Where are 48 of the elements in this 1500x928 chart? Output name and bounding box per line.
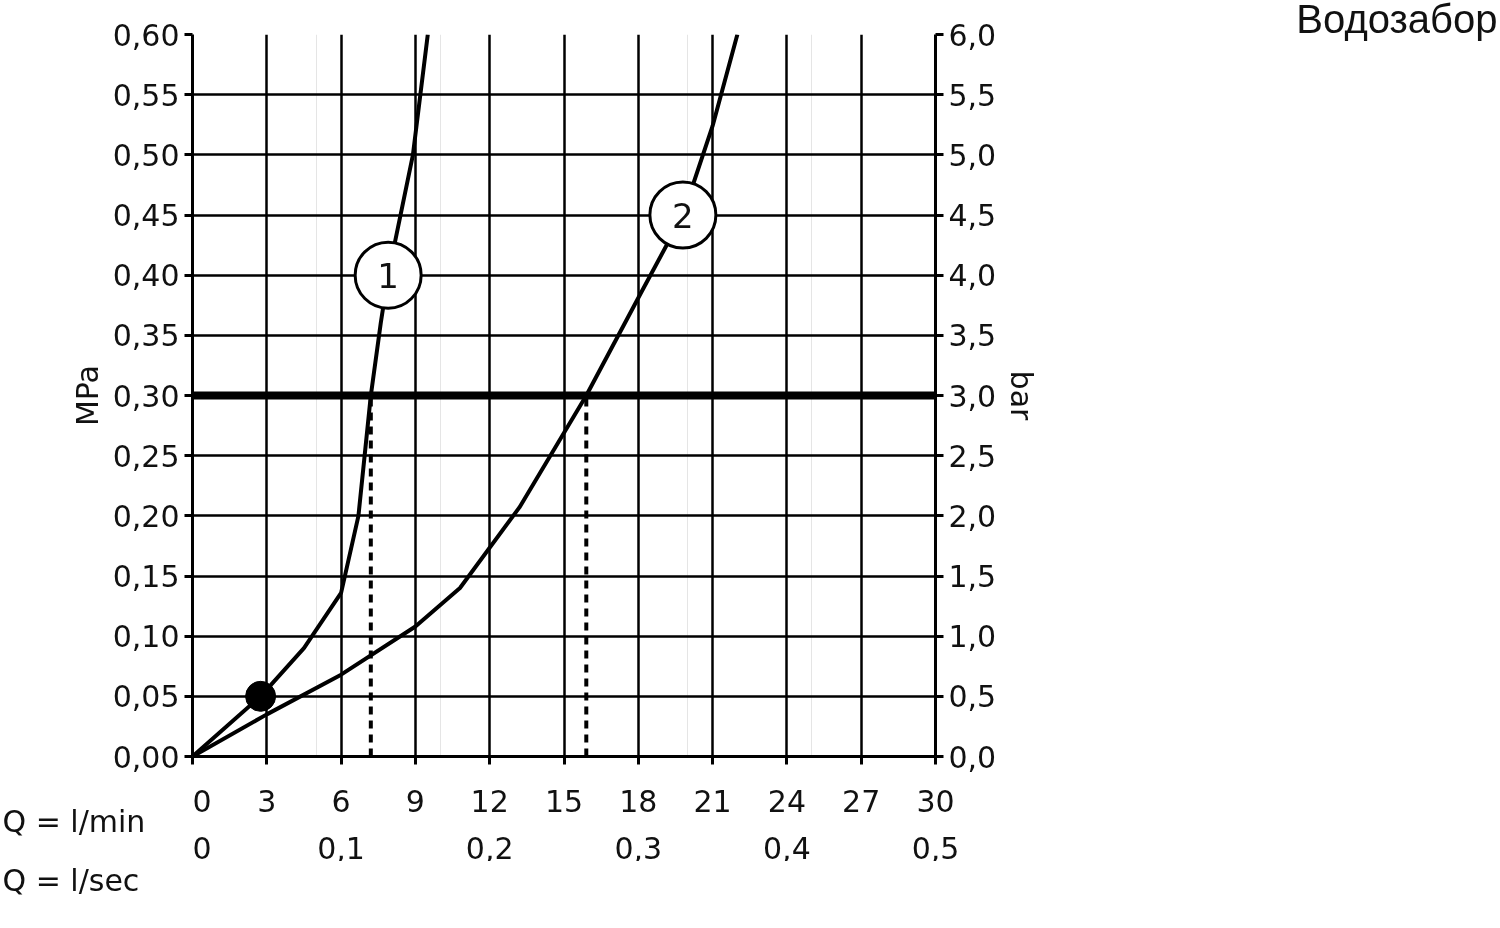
y2-tick-label: 1,0 xyxy=(948,619,997,655)
point xyxy=(245,680,277,712)
y-tick-label: 0,55 xyxy=(112,77,180,113)
y-tick-label: 0,50 xyxy=(112,137,180,173)
x-tick-label: 0 xyxy=(192,783,212,819)
x-tick-label: 12 xyxy=(470,783,509,819)
x2-tick-label: 0 xyxy=(192,830,212,866)
y-tick-label: 0,10 xyxy=(112,619,180,655)
y-tick-label: 0,00 xyxy=(112,739,180,775)
y2-tick-label: 5,5 xyxy=(948,77,997,113)
y2-axis-title: bar xyxy=(1004,370,1040,422)
y-tick-label: 0,05 xyxy=(112,679,180,715)
y2-tick-label: 5,0 xyxy=(948,137,997,173)
y2-tick-label: 2,5 xyxy=(948,438,997,474)
x-tick-label: 6 xyxy=(331,783,351,819)
x-tick-label: 9 xyxy=(405,783,425,819)
x-tick-label: 15 xyxy=(544,783,584,819)
y-tick-label: 0,30 xyxy=(112,378,180,414)
point xyxy=(648,180,718,250)
y-tick-label: 0,40 xyxy=(112,258,180,294)
y2-tick-label: 2,0 xyxy=(948,498,997,534)
y2-tick-label: 3,0 xyxy=(948,378,997,414)
x-tick-label: 30 xyxy=(916,783,955,819)
series-label: 1 xyxy=(377,255,399,296)
y2-tick-label: 0,5 xyxy=(948,679,997,715)
x2-axis-title: Q = l/sec xyxy=(2,863,140,898)
y-tick-label: 0,35 xyxy=(112,318,180,354)
y-tick-label: 0,20 xyxy=(112,498,180,534)
y-axis-title: MPa xyxy=(69,364,105,427)
y2-tick-label: 4,0 xyxy=(948,258,997,294)
y-tick-label: 0,15 xyxy=(112,559,180,594)
y-tick-label: 0,60 xyxy=(112,17,180,53)
x-tick-label: 18 xyxy=(619,783,658,819)
y2-tick-label: 3,5 xyxy=(948,318,997,354)
x-tick-label: 24 xyxy=(767,783,806,819)
y2-tick-label: 0,0 xyxy=(948,739,997,775)
y2-tick-label: 1,5 xyxy=(948,559,997,594)
y2-tick-label: 6,0 xyxy=(948,17,997,53)
text: Водозабор xyxy=(1296,0,1498,41)
x-tick-label: 21 xyxy=(693,783,732,819)
y2-tick-label: 4,5 xyxy=(948,198,997,233)
y-tick-label: 0,25 xyxy=(112,438,180,474)
x-tick-label: 27 xyxy=(842,783,881,819)
y-tick-label: 0,45 xyxy=(112,198,180,233)
point xyxy=(353,240,423,310)
x-axis-title: Q = l/min xyxy=(2,804,146,839)
series-label: 2 xyxy=(672,195,694,236)
x-tick-label: 3 xyxy=(257,783,277,819)
